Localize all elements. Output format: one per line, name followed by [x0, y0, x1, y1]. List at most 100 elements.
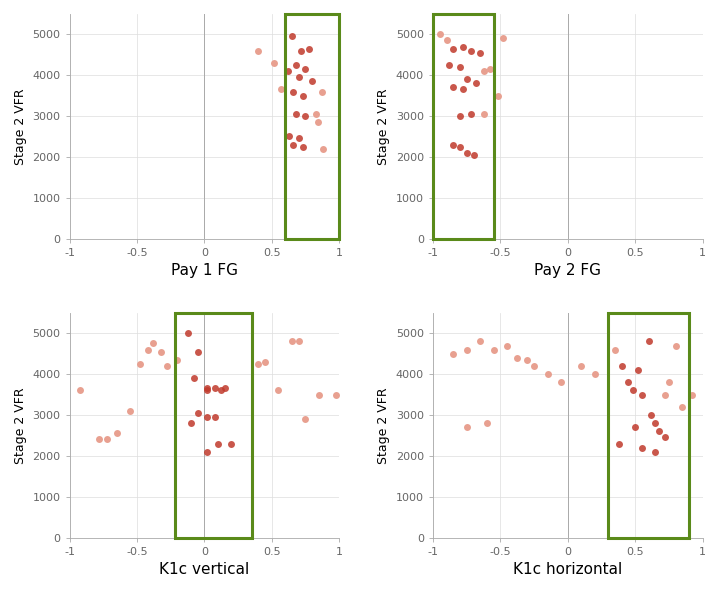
Point [182, 329, 194, 338]
Point [444, 60, 455, 70]
Point [215, 386, 226, 395]
Point [287, 140, 299, 150]
Point [192, 408, 203, 418]
Point [632, 365, 644, 375]
Point [454, 111, 466, 121]
Point [276, 85, 287, 94]
X-axis label: Pay 1 FG: Pay 1 FG [171, 263, 238, 278]
Point [253, 46, 264, 56]
Point [441, 35, 452, 45]
Point [313, 390, 325, 400]
Point [287, 32, 298, 41]
Point [94, 435, 105, 444]
Point [663, 378, 675, 387]
Point [293, 134, 305, 143]
Point [479, 109, 490, 119]
Point [210, 384, 221, 393]
Point [330, 390, 342, 400]
Point [300, 64, 311, 74]
Point [649, 447, 661, 456]
Point [312, 118, 323, 127]
X-axis label: K1c horizontal: K1c horizontal [513, 562, 623, 577]
Point [202, 447, 213, 456]
Point [297, 142, 308, 151]
Point [461, 148, 472, 158]
Point [434, 30, 446, 39]
Point [259, 357, 271, 366]
Point [142, 345, 153, 355]
Point [481, 418, 492, 428]
Point [253, 359, 264, 369]
Y-axis label: Stage 2 VFR: Stage 2 VFR [14, 88, 27, 164]
Point [293, 337, 305, 346]
Point [636, 390, 648, 400]
Point [479, 66, 490, 76]
Point [282, 66, 294, 76]
Point [134, 359, 145, 369]
Point [498, 34, 509, 43]
Point [555, 378, 567, 387]
Point [646, 410, 657, 420]
Point [192, 347, 203, 356]
Point [219, 384, 230, 393]
Point [156, 347, 167, 356]
Point [304, 44, 315, 53]
Bar [433, 14, 494, 239]
Point [75, 386, 86, 395]
Point [461, 345, 472, 355]
Point [613, 439, 625, 449]
Point [293, 73, 305, 82]
Point [185, 418, 197, 428]
Point [161, 361, 172, 371]
Point [589, 369, 600, 379]
Point [488, 345, 500, 355]
Point [287, 337, 298, 346]
Point [202, 413, 213, 422]
Point [670, 341, 681, 350]
Point [659, 390, 670, 400]
Point [297, 91, 308, 100]
X-axis label: Pay 2 FG: Pay 2 FG [534, 263, 601, 278]
Point [188, 374, 199, 383]
Point [125, 406, 136, 415]
Point [202, 384, 213, 393]
Point [300, 414, 311, 424]
Point [629, 423, 641, 432]
Point [616, 361, 628, 371]
Point [273, 386, 284, 395]
Point [457, 42, 469, 51]
Point [300, 111, 311, 121]
Point [501, 341, 513, 350]
Point [623, 378, 634, 387]
Point [290, 60, 302, 70]
Point [448, 83, 459, 92]
Y-axis label: Stage 2 VFR: Stage 2 VFR [14, 387, 27, 463]
Point [454, 62, 466, 72]
Point [643, 337, 654, 346]
Point [448, 349, 459, 358]
Point [318, 144, 329, 154]
Point [677, 402, 688, 411]
Point [111, 428, 122, 438]
Point [225, 439, 237, 449]
Point [528, 361, 540, 371]
Point [290, 109, 302, 119]
Point [454, 142, 466, 151]
Bar [608, 313, 689, 538]
Point [636, 443, 648, 452]
Y-axis label: Stage 2 VFR: Stage 2 VFR [377, 387, 390, 463]
Point [148, 339, 159, 348]
Point [269, 58, 280, 67]
Point [627, 386, 639, 395]
X-axis label: K1c vertical: K1c vertical [159, 562, 250, 577]
Point [202, 386, 213, 395]
Point [484, 64, 495, 74]
Point [310, 109, 322, 119]
Point [659, 433, 670, 442]
Point [457, 85, 469, 94]
Point [296, 46, 307, 56]
Point [448, 140, 459, 150]
Point [468, 150, 480, 160]
Point [307, 77, 318, 86]
Point [461, 423, 472, 432]
